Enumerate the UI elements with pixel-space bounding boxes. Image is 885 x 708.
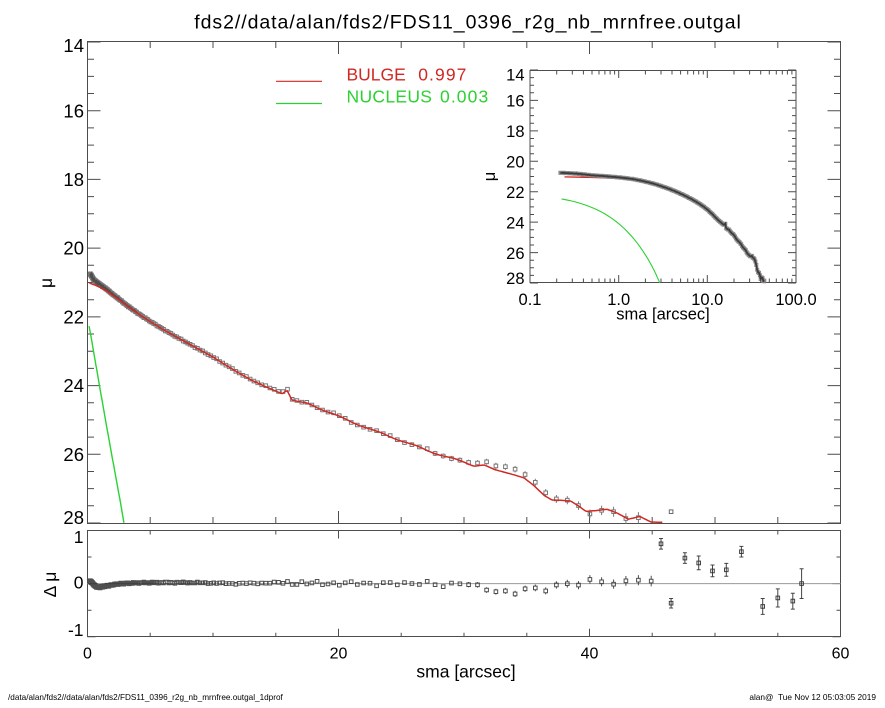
svg-text:28: 28 <box>63 507 84 528</box>
svg-text:16: 16 <box>63 100 84 121</box>
svg-text:μ: μ <box>36 278 56 288</box>
svg-text:26: 26 <box>63 444 84 465</box>
svg-text:22: 22 <box>506 184 524 202</box>
svg-text:18: 18 <box>506 123 524 141</box>
svg-text:40: 40 <box>581 646 599 663</box>
svg-text:24: 24 <box>506 214 524 232</box>
svg-text:Δ μ: Δ μ <box>40 572 60 598</box>
svg-text:0: 0 <box>74 573 84 593</box>
svg-text:/data/alan/fds2//data/alan/fds: /data/alan/fds2//data/alan/fds2/FDS11_03… <box>8 693 284 702</box>
svg-text:28: 28 <box>506 270 524 288</box>
svg-text:60: 60 <box>832 646 850 663</box>
svg-text:0.997: 0.997 <box>418 65 467 85</box>
svg-text:1.0: 1.0 <box>607 291 630 309</box>
svg-text:20: 20 <box>330 646 348 663</box>
svg-text:μ: μ <box>481 172 499 182</box>
svg-text:14: 14 <box>63 35 84 56</box>
svg-text:BULGE: BULGE <box>347 65 406 85</box>
svg-text:1: 1 <box>74 527 84 547</box>
svg-text:18: 18 <box>63 169 84 190</box>
svg-text:0.1: 0.1 <box>519 291 542 309</box>
svg-text:22: 22 <box>63 307 84 328</box>
svg-text:sma [arcsec]: sma [arcsec] <box>416 662 515 682</box>
svg-text:100.0: 100.0 <box>775 291 816 309</box>
svg-text:-1: -1 <box>68 620 84 640</box>
svg-text:16: 16 <box>506 93 524 111</box>
svg-text:10.0: 10.0 <box>691 291 723 309</box>
svg-text:20: 20 <box>63 238 84 259</box>
svg-text:alan@ Tue Nov 12 05:03:05 201: alan@ Tue Nov 12 05:03:05 2019 <box>749 692 876 702</box>
svg-text:20: 20 <box>506 154 524 172</box>
svg-text:24: 24 <box>63 375 84 396</box>
svg-text:fds2//data/alan/fds2/FDS11_039: fds2//data/alan/fds2/FDS11_0396_r2g_nb_m… <box>194 12 742 34</box>
svg-text:14: 14 <box>506 66 524 84</box>
svg-text:0: 0 <box>83 646 92 663</box>
svg-text:0.003: 0.003 <box>440 86 489 106</box>
svg-text:NUCLEUS: NUCLEUS <box>347 86 433 106</box>
svg-text:sma [arcsec]: sma [arcsec] <box>616 306 710 324</box>
svg-text:26: 26 <box>506 245 524 263</box>
